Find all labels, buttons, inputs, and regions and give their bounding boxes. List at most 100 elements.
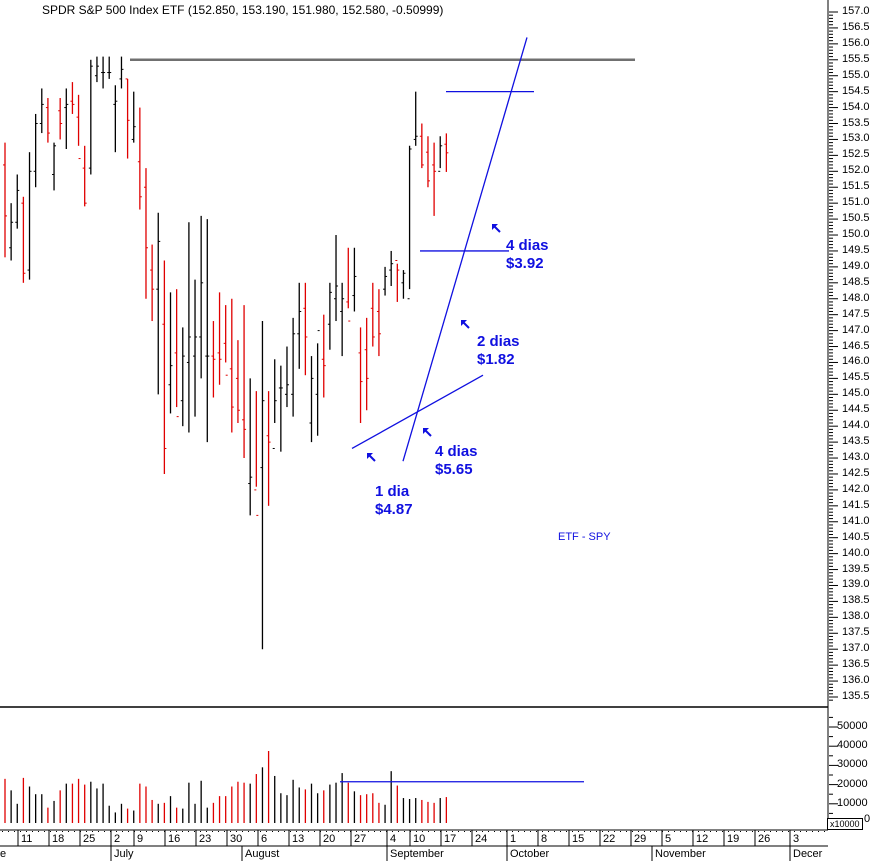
ohlc-bar <box>150 244 155 322</box>
date-tick-label: 24 <box>475 833 488 845</box>
ohlc-bar <box>413 91 418 146</box>
shallow-trend-line <box>351 374 484 450</box>
volume-tick-label: 20000 <box>837 777 868 790</box>
date-tick-label: 11 <box>21 833 33 845</box>
ohlc-bar <box>297 282 302 369</box>
ohlc-bar <box>432 142 437 216</box>
annotation-label: 4 dias $5.65 <box>435 443 478 478</box>
price-tick-label: 145.5 <box>842 371 870 384</box>
price-axis-ticks <box>829 11 838 701</box>
ohlc-bar <box>52 142 57 191</box>
price-tick-label: 139.5 <box>842 562 870 575</box>
month-label: September <box>390 848 444 860</box>
steep-trend-line <box>402 37 528 462</box>
price-tick-label: 152.0 <box>842 164 870 177</box>
ohlc-bar <box>419 123 424 169</box>
arrow-icon <box>367 453 376 462</box>
ohlc-bar <box>76 94 81 160</box>
annotation-label: 4 dias $3.92 <box>506 237 549 272</box>
ohlc-bar <box>438 136 443 172</box>
arrow-icon <box>461 320 470 329</box>
watermark-label: ETF - SPY <box>558 531 611 543</box>
price-tick-label: 137.5 <box>842 626 870 639</box>
date-tick-label: 5 <box>665 833 672 845</box>
price-tick-label: 142.0 <box>842 482 870 495</box>
price-tick-label: 153.5 <box>842 116 870 129</box>
price-tick-label: 141.0 <box>842 514 870 527</box>
ohlc-bar <box>101 56 106 89</box>
chart-title: SPDR S&P 500 Index ETF (152.850, 153.190… <box>42 3 444 17</box>
date-tick-label: 12 <box>696 833 709 845</box>
date-tick-label: 17 <box>444 833 457 845</box>
price-tick-label: 152.5 <box>842 148 870 161</box>
arrow-icon <box>492 224 501 233</box>
ohlc-bar <box>9 203 14 261</box>
date-tick-label: 13 <box>292 833 305 845</box>
date-tick-label: 10 <box>413 833 426 845</box>
month-label: August <box>245 848 280 860</box>
ohlc-bar <box>70 82 75 114</box>
ohlc-bar <box>193 279 198 417</box>
date-tick-label: 20 <box>323 833 336 845</box>
price-tick-label: 136.0 <box>842 674 870 687</box>
price-tick-label: 139.0 <box>842 578 870 591</box>
month-label: e <box>0 848 7 860</box>
month-label: Decer <box>793 848 823 860</box>
ohlc-bar <box>346 247 351 322</box>
ohlc-bar <box>248 378 253 516</box>
ohlc-bar <box>64 88 69 149</box>
date-tick-label: 6 <box>261 833 268 845</box>
price-tick-label: 147.5 <box>842 307 870 320</box>
ohlc-bar <box>156 212 161 395</box>
ohlc-bar <box>340 282 345 357</box>
date-tick-label: 27 <box>354 833 367 845</box>
ohlc-bar <box>401 270 406 299</box>
ohlc-bar <box>254 391 259 516</box>
annotation-label: 1 dia $4.87 <box>375 483 413 518</box>
ohlc-bars <box>3 56 449 650</box>
ohlc-bar <box>327 282 332 350</box>
ohlc-bar <box>82 145 87 207</box>
price-tick-label: 136.5 <box>842 658 870 671</box>
date-tick-label: 18 <box>52 833 65 845</box>
volume-bars <box>4 751 448 823</box>
trendlines <box>130 37 635 783</box>
month-label: November <box>655 848 706 860</box>
ohlc-bar <box>229 298 234 433</box>
price-tick-label: 149.5 <box>842 243 870 256</box>
volume-tick-label: 40000 <box>837 739 868 752</box>
price-tick-label: 156.5 <box>842 20 870 33</box>
ohlc-bar <box>242 305 247 459</box>
date-tick-label: 23 <box>199 833 212 845</box>
date-tick-label: 25 <box>83 833 96 845</box>
price-tick-label: 138.0 <box>842 610 870 623</box>
date-tick-label: 16 <box>168 833 181 845</box>
month-label: July <box>114 848 134 860</box>
ohlc-bar <box>223 305 228 376</box>
price-tick-label: 135.5 <box>842 689 870 702</box>
ohlc-bar <box>272 359 277 449</box>
ohlc-bar <box>143 168 148 299</box>
price-tick-label: 145.0 <box>842 387 870 400</box>
volume-tick-label: 50000 <box>837 720 868 732</box>
ohlc-bar <box>260 321 265 650</box>
date-tick-label: 22 <box>603 833 616 845</box>
price-tick-label: 150.0 <box>842 228 870 241</box>
ohlc-bar <box>315 330 320 436</box>
ohlc-bar <box>407 145 412 300</box>
x-axis-ticks <box>0 830 828 861</box>
price-tick-label: 142.5 <box>842 466 870 479</box>
price-tick-label: 148.0 <box>842 291 870 304</box>
ohlc-bar <box>162 260 167 474</box>
price-tick-label: 144.5 <box>842 403 870 416</box>
date-tick-label: 2 <box>114 833 121 845</box>
ohlc-bar <box>235 340 240 423</box>
price-tick-label: 146.5 <box>842 339 870 352</box>
ohlc-bar <box>33 113 38 188</box>
volume-multiplier: x10000 <box>827 818 863 830</box>
price-tick-label: 154.0 <box>842 100 870 113</box>
ohlc-bar <box>15 174 20 229</box>
price-tick-label: 140.5 <box>842 530 870 543</box>
ohlc-bar <box>321 314 326 398</box>
